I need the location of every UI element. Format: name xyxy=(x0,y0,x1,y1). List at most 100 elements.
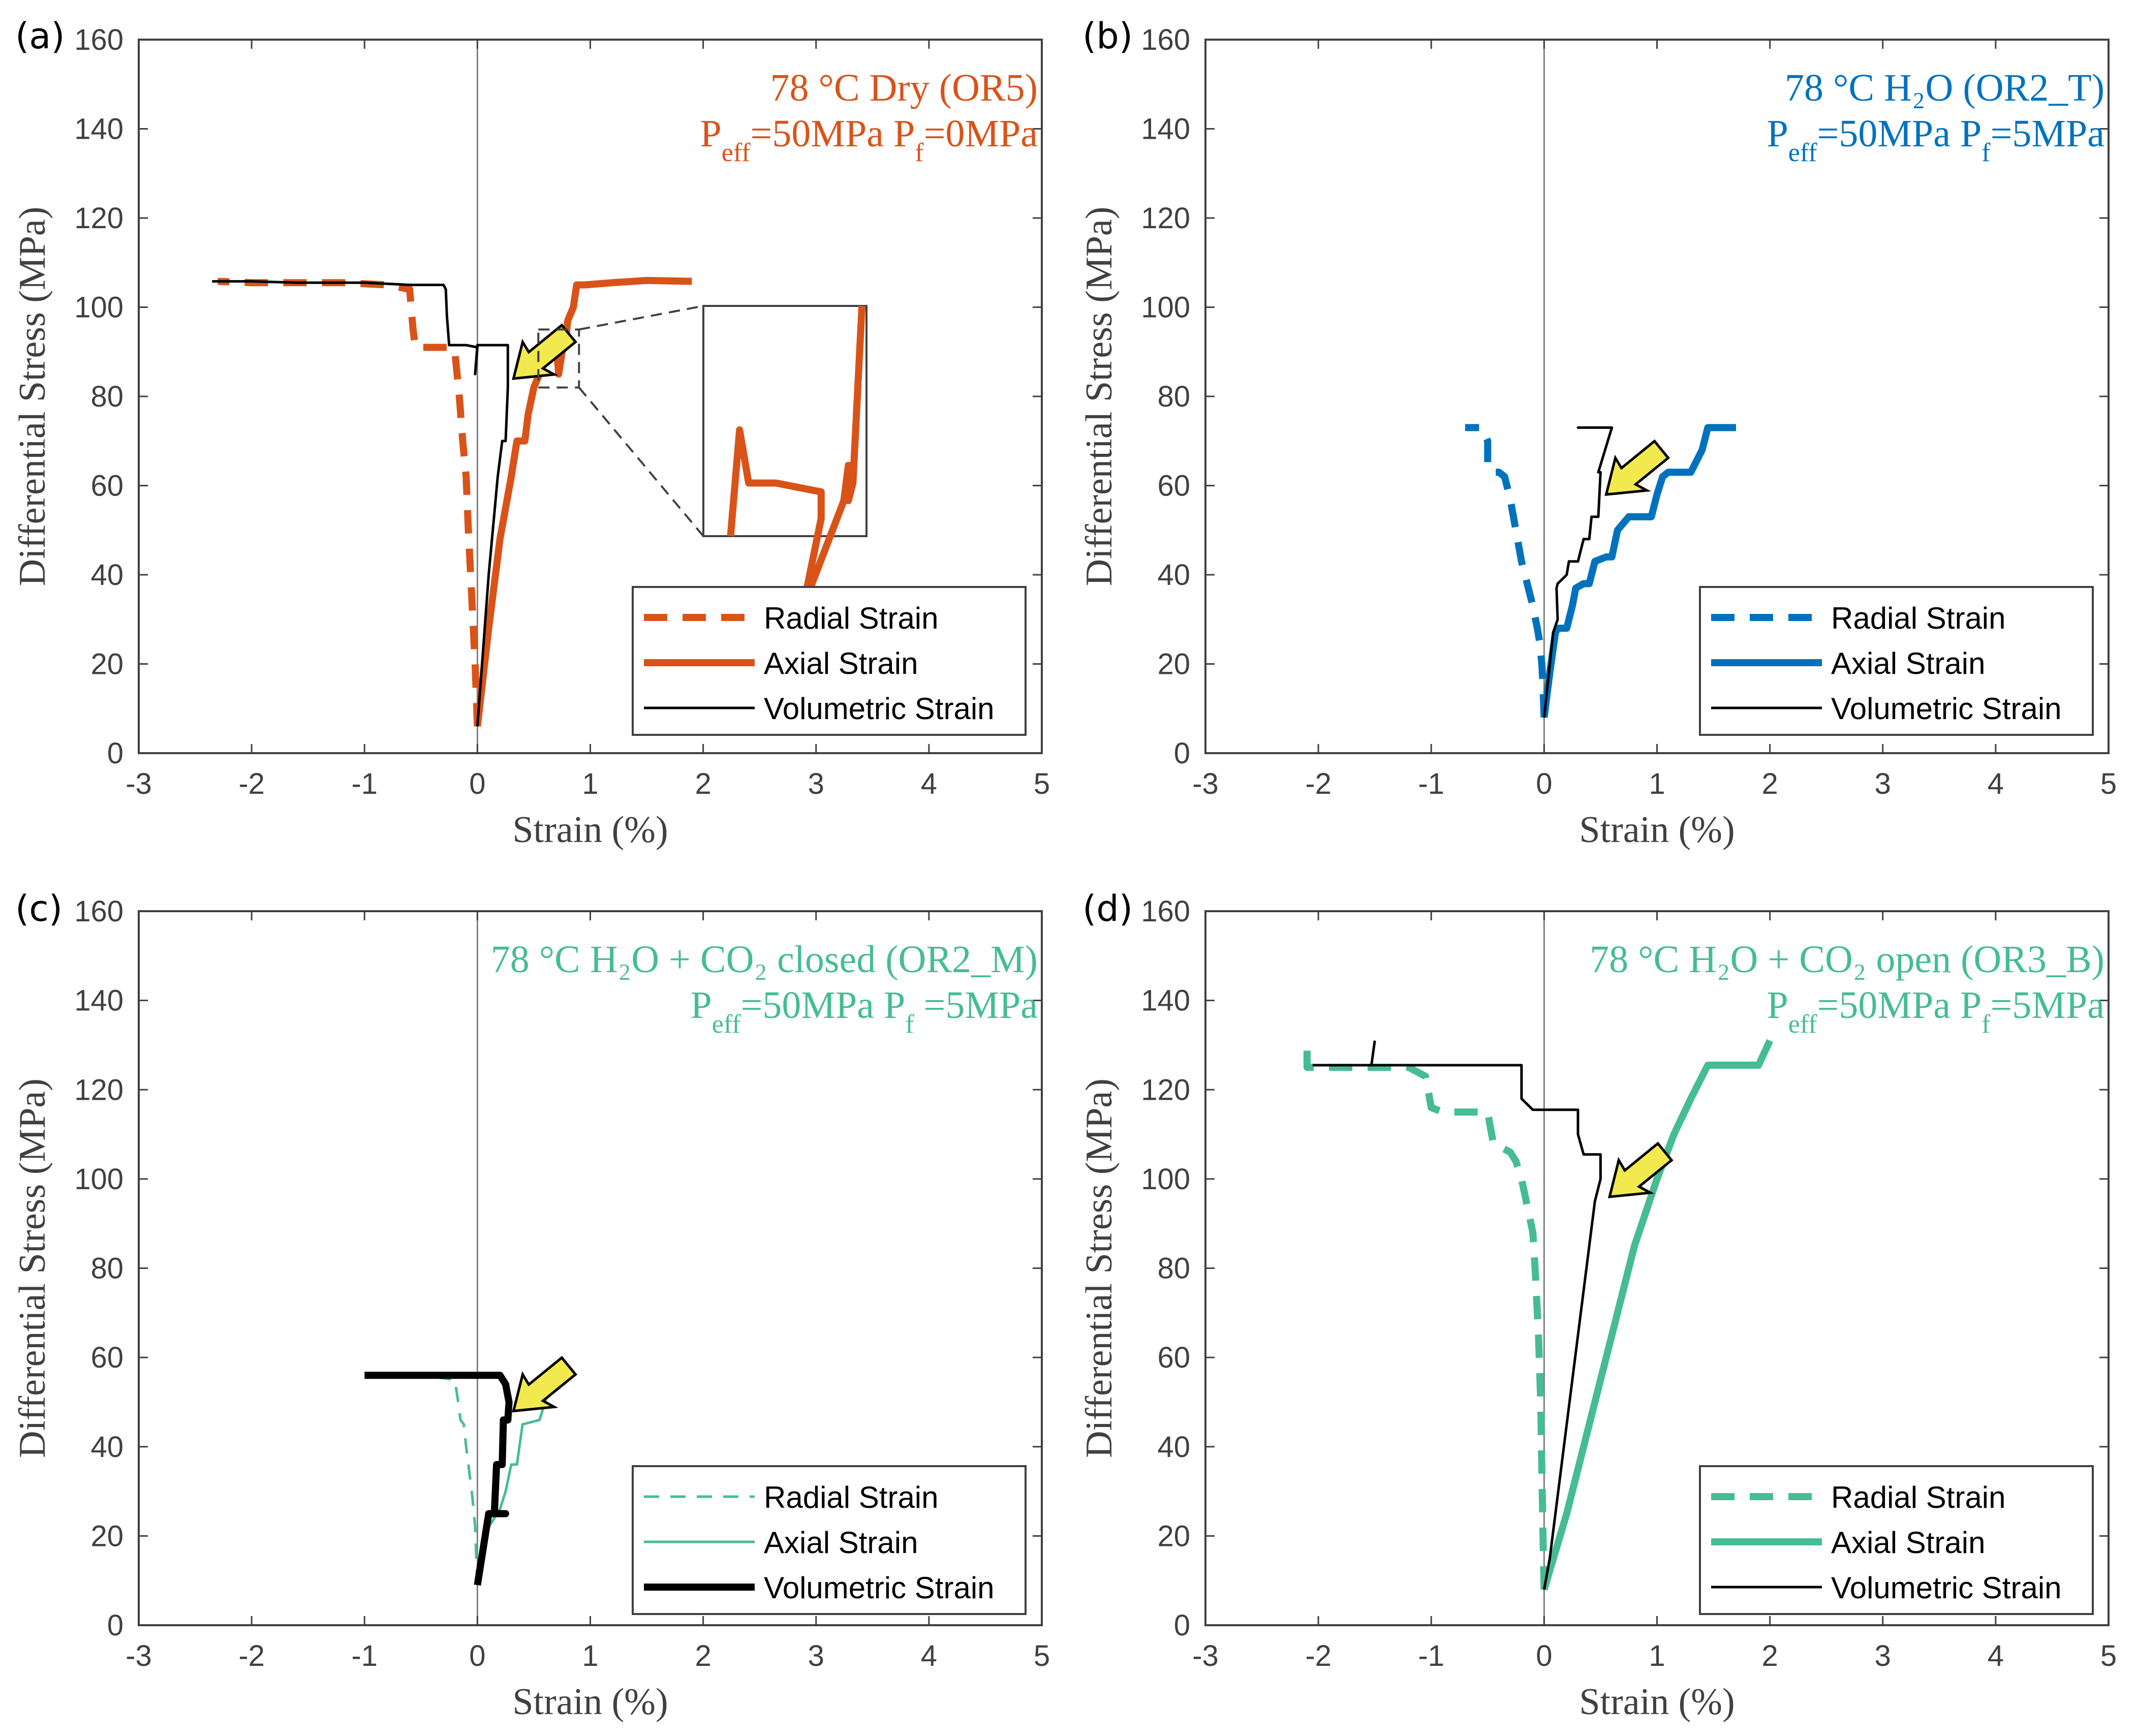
inset-axial-curve xyxy=(727,305,866,611)
pressure-label-main: =50MPa P xyxy=(751,112,915,155)
y-tick-label: 40 xyxy=(90,1431,123,1464)
y-tick-label: 60 xyxy=(1157,1341,1190,1374)
axes-frame xyxy=(138,39,1043,754)
y-tick-label: 80 xyxy=(1157,380,1190,413)
y-tick-label: 100 xyxy=(1141,1163,1190,1196)
pressure-label-main: P xyxy=(700,112,721,155)
x-tick-label: -3 xyxy=(1192,767,1219,800)
y-tick-label: 80 xyxy=(90,380,123,413)
pressure-label-subscript: f xyxy=(1981,138,1991,167)
x-tick-label: 5 xyxy=(1034,767,1050,800)
legend-label: Radial Strain xyxy=(764,1480,939,1514)
x-tick-label: 1 xyxy=(582,1639,598,1672)
inset-connector-bottom xyxy=(578,387,704,537)
y-tick-label: 0 xyxy=(1174,1609,1190,1642)
y-tick-label: 160 xyxy=(74,23,123,56)
series-volumetric-strain xyxy=(1542,426,1614,718)
y-tick-label: 140 xyxy=(1141,984,1190,1017)
x-tick-label: -1 xyxy=(351,1639,378,1672)
y-tick-label: 100 xyxy=(74,291,123,324)
legend-label: Radial Strain xyxy=(1831,601,2006,635)
x-tick-label: 2 xyxy=(1761,767,1778,800)
y-tick-label: 0 xyxy=(107,1609,123,1642)
y-tick-label: 0 xyxy=(1174,737,1190,770)
pressure-label-subscript: f xyxy=(915,138,924,167)
pressure-label-main: =50MPa P xyxy=(741,984,906,1027)
x-tick-label: -1 xyxy=(1418,767,1444,800)
y-tick-label: 80 xyxy=(90,1252,123,1285)
x-tick-label: 3 xyxy=(1875,767,1891,800)
y-tick-label: 80 xyxy=(1157,1252,1190,1285)
y-axis-title: Differential Stress (MPa) xyxy=(1078,207,1120,586)
x-axis-title: Strain (%) xyxy=(512,1681,668,1723)
yellow-arrow-icon xyxy=(1607,1141,1674,1198)
y-tick-label: 160 xyxy=(74,895,123,928)
x-tick-label: 2 xyxy=(695,1639,711,1672)
pressure-label-subscript: eff xyxy=(712,1010,741,1039)
x-tick-label: 2 xyxy=(695,767,711,800)
legend-label: Volumetric Strain xyxy=(1831,1571,2062,1605)
series-volumetric-strain xyxy=(1313,1064,1602,1590)
y-tick-label: 120 xyxy=(1141,1073,1190,1106)
series-axial-strain xyxy=(1540,1039,1773,1591)
panel-label: (d) xyxy=(1082,888,1133,929)
series-radial-strain xyxy=(1303,1040,1548,1590)
condition-label: 78 °C H₂O + CO₂ closed (OR2_M) xyxy=(491,938,1038,981)
y-tick-label: 20 xyxy=(90,1520,123,1553)
pressure-label-subscript: eff xyxy=(722,138,751,167)
legend-label: Axial Strain xyxy=(1831,646,1985,680)
x-tick-label: 1 xyxy=(582,767,598,800)
pressure-label-subscript: f xyxy=(905,1010,914,1039)
y-axis-title: Differential Stress (MPa) xyxy=(1078,1078,1120,1458)
inset-connector-top xyxy=(578,305,704,331)
x-tick-label: 4 xyxy=(921,1639,937,1672)
legend-label: Axial Strain xyxy=(764,1526,918,1560)
pressure-label-main: =5MPa xyxy=(1991,984,2104,1027)
pressure-label-main: P xyxy=(1767,984,1788,1027)
y-tick-label: 20 xyxy=(1157,648,1190,681)
legend-label: Radial Strain xyxy=(1831,1480,2006,1514)
legend: Radial Strain Axial Strain Volumetric Stra… xyxy=(1699,1465,2094,1615)
panel-label: (b) xyxy=(1082,15,1133,57)
x-tick-label: 4 xyxy=(1988,767,2004,800)
x-tick-label: -3 xyxy=(126,767,152,800)
axes-frame xyxy=(138,910,1043,1626)
x-axis-title: Strain (%) xyxy=(1579,1681,1735,1723)
x-axis-title: Strain (%) xyxy=(512,809,668,851)
y-tick-label: 120 xyxy=(1141,202,1190,235)
pressure-label-main: =5MPa xyxy=(1991,112,2104,155)
yellow-arrow-icon xyxy=(512,323,577,380)
x-tick-label: 3 xyxy=(808,767,824,800)
pressure-label-subscript: eff xyxy=(1788,138,1817,167)
x-tick-label: 5 xyxy=(2100,767,2117,800)
y-tick-label: 40 xyxy=(1157,559,1190,592)
y-tick-label: 120 xyxy=(74,1073,123,1106)
y-tick-label: 160 xyxy=(1141,23,1190,56)
pressure-label-subscript: f xyxy=(1981,1010,1991,1039)
x-tick-label: -2 xyxy=(1305,767,1331,800)
legend-label: Axial Strain xyxy=(1831,1526,1985,1560)
y-tick-label: 140 xyxy=(1141,113,1190,146)
series-axial-strain xyxy=(1540,424,1736,718)
x-tick-label: 3 xyxy=(808,1639,824,1672)
x-tick-label: 0 xyxy=(469,1639,485,1672)
pressure-label-main: =0MPa xyxy=(924,112,1038,155)
x-tick-label: -2 xyxy=(238,1639,265,1672)
panel-b: (b) -3 -2 -1 0 1 2 3 4 5 0 20 40 60 80 100 120 140 160 Stra… xyxy=(1078,15,2117,851)
y-tick-label: 0 xyxy=(107,737,123,770)
pressure-label: Peff=50MPa Pf=5MPa xyxy=(1767,112,2104,167)
series-volumetric-strain xyxy=(364,1372,513,1586)
y-tick-label: 160 xyxy=(1141,895,1190,928)
panel-label: (c) xyxy=(15,888,63,929)
x-tick-label: 5 xyxy=(1034,1639,1050,1672)
y-axis-title: Differential Stress (MPa) xyxy=(12,207,53,586)
legend: Radial Strain Axial Strain Volumetric Stra… xyxy=(632,586,1027,736)
condition-label: 78 °C H₂O + CO₂ open (OR3_B) xyxy=(1590,938,2104,981)
pressure-label-main: P xyxy=(690,984,711,1027)
legend-label: Volumetric Strain xyxy=(764,692,995,726)
legend-label: Axial Strain xyxy=(764,646,918,680)
y-tick-label: 140 xyxy=(74,113,123,146)
zoom-region-box xyxy=(537,328,580,389)
y-tick-label: 120 xyxy=(74,202,123,235)
